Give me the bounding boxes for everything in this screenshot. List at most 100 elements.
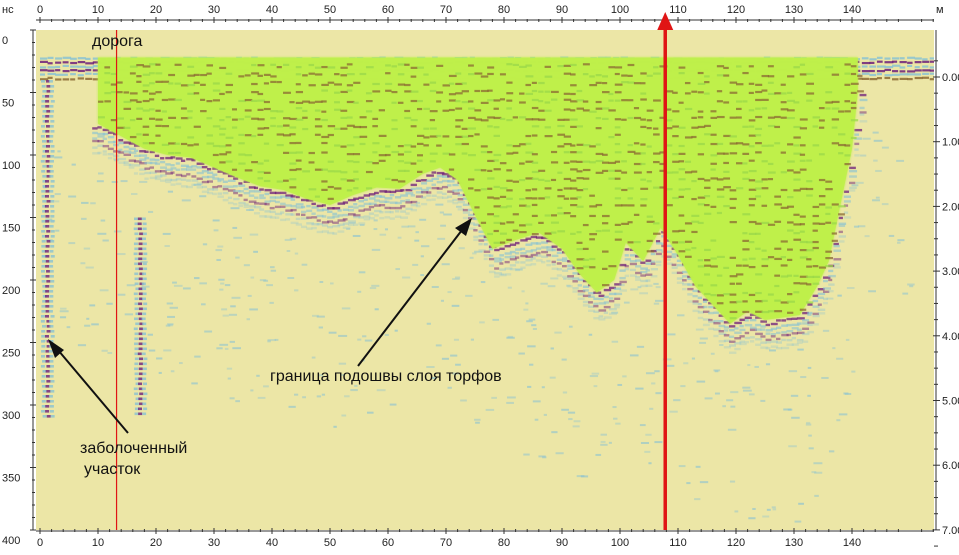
reflection-dash <box>374 308 379 311</box>
reflection-dash <box>769 349 776 352</box>
peat-stripe <box>608 109 616 112</box>
reflection-dash <box>89 304 96 307</box>
reflection-dash <box>838 235 846 238</box>
reflection-dash <box>342 201 349 204</box>
reflection-dash <box>914 73 922 76</box>
reflection-dash <box>687 283 693 286</box>
peat-stripe <box>582 73 589 76</box>
reflection-dash <box>248 194 255 197</box>
peat-stripe <box>589 145 596 148</box>
peat-stripe <box>314 100 323 103</box>
reflection-dash <box>861 72 870 75</box>
reflection-dash <box>650 252 656 256</box>
reflection-dash <box>142 242 147 246</box>
peat-stripe <box>621 171 628 174</box>
reflection-dash <box>614 292 623 296</box>
peat-stripe <box>818 195 826 198</box>
reflection-dash <box>165 156 173 160</box>
reflection-dash <box>346 227 351 230</box>
peat-stripe <box>627 150 636 153</box>
peat-stripe <box>665 108 672 111</box>
peat-stripe <box>244 169 253 172</box>
reflection-dash <box>452 183 459 187</box>
reflection-dash <box>397 236 402 239</box>
reflection-dash <box>447 184 452 187</box>
reflection-dash <box>285 218 291 221</box>
peat-stripe <box>614 133 621 136</box>
reflection-dash <box>162 232 171 235</box>
peat-stripe <box>806 258 812 261</box>
reflection-dash <box>384 190 391 193</box>
reflection-dash <box>350 389 358 392</box>
reflection-dash <box>227 179 236 182</box>
reflection-dash <box>421 191 429 194</box>
peat-stripe <box>640 82 646 85</box>
reflection-dash <box>562 257 568 260</box>
reflection-dash <box>843 200 851 203</box>
reflection-dash <box>451 304 460 307</box>
peat-stripe <box>550 214 558 217</box>
reflection-dash <box>520 251 527 255</box>
peat-stripe <box>621 188 628 192</box>
reflection-dash <box>42 120 47 123</box>
reflection-dash <box>619 283 625 287</box>
peat-stripe <box>436 64 444 67</box>
reflection-dash <box>395 268 400 271</box>
reflection-dash <box>227 377 231 380</box>
reflection-dash <box>212 185 218 189</box>
left-axis-unit: нс <box>2 4 14 16</box>
peat-stripe <box>212 153 219 157</box>
reflection-dash <box>207 180 214 183</box>
peat-stripe <box>589 238 595 241</box>
reflection-dash <box>41 305 46 308</box>
peat-stripe <box>404 150 412 153</box>
peat-stripe <box>474 72 483 75</box>
peat-stripe <box>799 73 807 76</box>
peat-stripe <box>787 258 793 262</box>
reflection-dash <box>573 420 581 423</box>
top-axis-tick-label: 120 <box>727 4 745 16</box>
reflection-dash <box>353 215 361 219</box>
reflection-dash <box>483 235 489 239</box>
reflection-dash <box>148 349 156 352</box>
reflection-dash <box>338 362 347 365</box>
peat-stripe <box>244 74 251 77</box>
peat-stripe <box>582 265 591 268</box>
peat-stripe <box>251 117 259 120</box>
peat-stripe <box>812 144 820 147</box>
reflection-dash <box>884 68 892 72</box>
reflection-dash <box>191 179 199 182</box>
reflection-dash <box>186 168 192 171</box>
reflection-dash <box>876 65 886 68</box>
reflection-dash <box>45 145 50 148</box>
reflection-dash <box>49 265 54 268</box>
peat-stripe <box>295 159 302 162</box>
reflection-dash <box>655 252 662 256</box>
reflection-dash <box>40 215 45 218</box>
reflection-dash <box>41 260 46 263</box>
reflection-dash <box>499 254 504 257</box>
reflection-dash <box>349 221 356 224</box>
reflection-dash <box>144 171 151 175</box>
reflection-dash <box>141 237 146 241</box>
reflection-dash <box>371 284 380 287</box>
reflection-dash <box>164 245 170 248</box>
peat-stripe <box>397 153 404 156</box>
reflection-dash <box>41 85 46 88</box>
reflection-dash <box>907 73 915 76</box>
reflection-dash <box>708 311 714 315</box>
reflection-dash <box>165 172 173 175</box>
reflection-dash <box>45 220 50 223</box>
reflection-dash <box>226 367 233 370</box>
peat-stripe <box>129 92 138 95</box>
reflection-dash <box>876 56 883 59</box>
peat-stripe <box>436 144 442 147</box>
peat-stripe <box>748 232 757 236</box>
reflection-dash <box>363 194 371 197</box>
reflection-dash <box>394 201 402 205</box>
reflection-dash <box>624 274 630 278</box>
reflection-dash <box>394 329 398 332</box>
peat-stripe <box>308 101 315 104</box>
reflection-dash <box>384 216 391 219</box>
peat-stripe <box>448 99 456 102</box>
